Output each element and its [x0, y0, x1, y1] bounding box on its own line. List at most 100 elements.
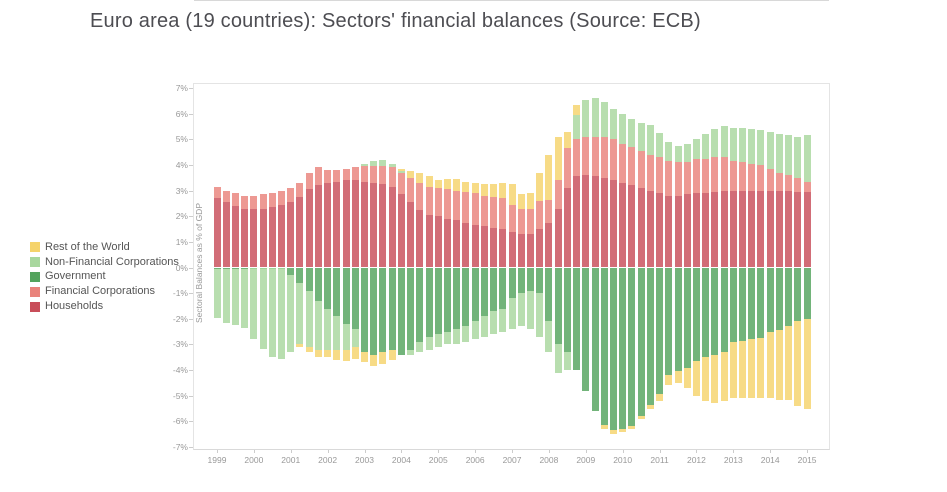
bar-segment[interactable] — [563, 352, 571, 371]
bar-segment[interactable] — [711, 157, 719, 192]
bar-segment[interactable] — [646, 154, 654, 191]
bar-segment[interactable] — [619, 144, 627, 183]
bar-segment[interactable] — [619, 267, 627, 430]
bar-segment[interactable] — [490, 184, 498, 197]
bar-segment[interactable] — [241, 208, 249, 268]
bar-segment[interactable] — [444, 179, 451, 190]
bar-segment[interactable] — [296, 196, 304, 268]
bar-segment[interactable] — [665, 375, 673, 386]
bar-segment[interactable] — [711, 191, 719, 268]
bar-segment[interactable] — [711, 354, 719, 404]
bar-segment[interactable] — [766, 267, 774, 332]
bar-segment[interactable] — [757, 190, 765, 268]
bar-segment[interactable] — [490, 267, 498, 312]
bar-segment[interactable] — [646, 267, 654, 405]
bar-segment[interactable] — [241, 195, 249, 209]
bar-segment[interactable] — [499, 182, 507, 199]
bar-segment[interactable] — [351, 180, 359, 268]
bar-segment[interactable] — [729, 267, 737, 342]
bar-segment[interactable] — [646, 404, 654, 409]
bar-segment[interactable] — [370, 267, 378, 355]
bar-segment[interactable] — [739, 190, 747, 268]
bar-segment[interactable] — [351, 267, 359, 330]
bar-segment[interactable] — [407, 171, 415, 178]
bar-segment[interactable] — [499, 267, 507, 309]
bar-segment[interactable] — [683, 162, 691, 195]
legend-item[interactable]: Rest of the World — [30, 240, 179, 255]
bar-segment[interactable] — [674, 162, 682, 196]
bar-segment[interactable] — [268, 207, 276, 268]
bar-segment[interactable] — [609, 430, 617, 435]
bar-segment[interactable] — [379, 352, 387, 364]
bar-segment[interactable] — [342, 349, 350, 362]
bar-segment[interactable] — [425, 214, 433, 268]
bar-segment[interactable] — [471, 267, 479, 322]
bar-segment[interactable] — [656, 157, 664, 194]
bar-segment[interactable] — [407, 177, 415, 203]
bar-segment[interactable] — [444, 267, 451, 332]
legend-item[interactable]: Non-Financial Corporations — [30, 255, 179, 270]
bar-segment[interactable] — [342, 168, 350, 181]
bar-segment[interactable] — [287, 275, 295, 353]
bar-segment[interactable] — [434, 334, 442, 347]
bar-segment[interactable] — [490, 196, 498, 228]
bar-segment[interactable] — [536, 267, 544, 294]
bar-segment[interactable] — [729, 127, 737, 162]
bar-segment[interactable] — [656, 132, 664, 158]
bar-segment[interactable] — [471, 321, 479, 340]
bar-segment[interactable] — [268, 267, 276, 269]
bar-segment[interactable] — [563, 188, 571, 268]
bar-segment[interactable] — [665, 161, 673, 196]
bar-segment[interactable] — [517, 293, 525, 327]
bar-segment[interactable] — [591, 136, 599, 177]
bar-segment[interactable] — [674, 195, 682, 268]
bar-segment[interactable] — [785, 326, 793, 400]
bar-segment[interactable] — [222, 202, 230, 268]
bar-segment[interactable] — [803, 135, 811, 182]
bar-segment[interactable] — [563, 131, 571, 149]
bar-segment[interactable] — [757, 338, 765, 399]
bar-segment[interactable] — [748, 190, 756, 268]
bar-segment[interactable] — [692, 267, 700, 362]
bar-segment[interactable] — [573, 114, 581, 140]
bar-segment[interactable] — [480, 184, 488, 196]
bar-segment[interactable] — [250, 195, 258, 209]
bar-segment[interactable] — [333, 267, 341, 317]
bar-segment[interactable] — [766, 190, 774, 268]
bar-segment[interactable] — [480, 267, 488, 317]
bar-segment[interactable] — [748, 163, 756, 191]
bar-segment[interactable] — [231, 268, 239, 326]
bar-segment[interactable] — [720, 352, 728, 401]
bar-segment[interactable] — [665, 267, 673, 376]
bar-segment[interactable] — [259, 268, 267, 350]
bar-segment[interactable] — [361, 163, 369, 167]
bar-segment[interactable] — [692, 139, 700, 159]
bar-segment[interactable] — [250, 208, 258, 268]
bar-segment[interactable] — [794, 267, 802, 322]
bar-segment[interactable] — [480, 195, 488, 227]
bar-segment[interactable] — [582, 99, 590, 137]
bar-segment[interactable] — [370, 182, 378, 268]
bar-segment[interactable] — [517, 267, 525, 294]
bar-segment[interactable] — [775, 330, 783, 400]
bar-segment[interactable] — [748, 339, 756, 399]
bar-segment[interactable] — [314, 185, 322, 268]
bar-segment[interactable] — [517, 208, 525, 235]
bar-segment[interactable] — [379, 267, 387, 353]
bar-segment[interactable] — [545, 222, 553, 268]
bar-segment[interactable] — [425, 267, 433, 337]
bar-segment[interactable] — [213, 268, 221, 318]
bar-segment[interactable] — [609, 108, 617, 140]
bar-segment[interactable] — [683, 144, 691, 163]
bar-segment[interactable] — [480, 316, 488, 337]
bar-segment[interactable] — [665, 141, 673, 162]
bar-segment[interactable] — [305, 346, 313, 353]
bar-segment[interactable] — [305, 267, 313, 291]
bar-segment[interactable] — [702, 158, 710, 194]
bar-segment[interactable] — [674, 145, 682, 163]
bar-segment[interactable] — [803, 191, 811, 268]
bar-segment[interactable] — [305, 189, 313, 268]
bar-segment[interactable] — [499, 308, 507, 332]
bar-segment[interactable] — [628, 118, 636, 147]
bar-segment[interactable] — [462, 222, 470, 268]
